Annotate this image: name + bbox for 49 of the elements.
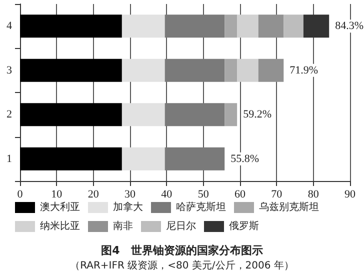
x-tick-label: 0 xyxy=(17,188,24,200)
bar xyxy=(164,147,225,170)
x-tick-label: 30 xyxy=(124,188,136,200)
x-tick-label: 60 xyxy=(234,188,246,200)
bar xyxy=(164,14,225,38)
x-tick-label: 40 xyxy=(161,188,173,200)
y-tick-label: 1 xyxy=(6,152,12,165)
y-tick-label: 2 xyxy=(6,108,12,121)
y-tick-label: 4 xyxy=(6,20,12,32)
x-tick-label: 80 xyxy=(308,188,320,200)
text: （RAR+IFR 级资源，<80 美元/公斤，2006 年） xyxy=(70,260,294,272)
bar xyxy=(122,14,165,38)
legend-label: 俄罗斯 xyxy=(229,220,259,232)
legend-label: 澳大利亚 xyxy=(40,201,80,213)
bar xyxy=(224,103,238,126)
bar xyxy=(224,14,238,38)
bar xyxy=(20,147,122,170)
y-tick-label: 3 xyxy=(6,64,12,76)
bar xyxy=(237,58,258,82)
bar xyxy=(224,58,238,82)
bar xyxy=(20,103,122,126)
legend-label: 尼日尔 xyxy=(166,220,196,232)
x-tick-label: 20 xyxy=(88,188,100,200)
legend-label: 哈萨克斯坦 xyxy=(176,201,226,213)
x-tick-label: 50 xyxy=(198,188,210,200)
bar xyxy=(237,14,258,38)
bar xyxy=(122,147,165,170)
bar xyxy=(20,14,122,38)
x-tick-label: 70 xyxy=(271,188,283,200)
x-tick-label: 90 xyxy=(344,188,356,200)
bar xyxy=(164,103,225,126)
bar xyxy=(20,58,122,82)
legend-label: 南非 xyxy=(113,220,133,232)
text: 图4 世界铀资源的国家分布图示 xyxy=(101,244,263,257)
legend-label: 纳米比亚 xyxy=(40,220,80,232)
bar xyxy=(284,14,304,38)
legend-label: 乌兹别克斯坦 xyxy=(259,201,319,213)
bar xyxy=(303,14,330,38)
total-label: 71.9% xyxy=(290,64,318,76)
total-label: 59.2% xyxy=(243,108,272,121)
total-label: 55.8% xyxy=(230,152,260,165)
bar xyxy=(164,58,225,82)
legend-label: 加拿大 xyxy=(113,201,143,213)
bar xyxy=(122,58,165,82)
bar xyxy=(258,58,284,82)
total-label: 84.3% xyxy=(335,20,364,32)
x-tick-label: 10 xyxy=(51,188,63,200)
bar xyxy=(258,14,284,38)
bar xyxy=(122,103,165,126)
